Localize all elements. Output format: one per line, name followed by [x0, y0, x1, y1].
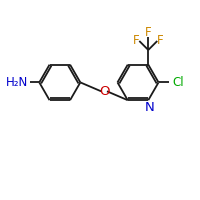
Text: Cl: Cl	[172, 76, 184, 89]
Text: F: F	[133, 34, 140, 47]
Text: O: O	[99, 85, 109, 98]
Text: H₂N: H₂N	[6, 76, 29, 89]
Text: F: F	[157, 34, 164, 47]
Text: N: N	[144, 101, 154, 114]
Text: F: F	[145, 26, 152, 39]
